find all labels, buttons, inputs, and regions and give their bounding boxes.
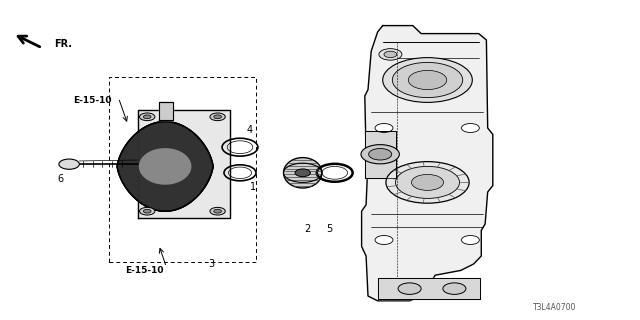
- Circle shape: [396, 166, 460, 198]
- Circle shape: [443, 283, 466, 294]
- Circle shape: [408, 70, 447, 90]
- Text: E-15-10: E-15-10: [125, 266, 163, 275]
- Circle shape: [59, 159, 79, 169]
- Text: T3L4A0700: T3L4A0700: [532, 303, 576, 312]
- Text: 2: 2: [304, 224, 310, 234]
- Bar: [109, 77, 256, 262]
- Circle shape: [140, 113, 155, 121]
- Circle shape: [379, 49, 402, 60]
- Text: FR.: FR.: [54, 39, 72, 49]
- Circle shape: [386, 162, 469, 203]
- Circle shape: [143, 115, 151, 119]
- Text: 6: 6: [58, 174, 64, 184]
- Circle shape: [140, 207, 155, 215]
- Circle shape: [375, 124, 393, 132]
- Circle shape: [143, 209, 151, 213]
- Circle shape: [369, 148, 392, 160]
- Circle shape: [214, 115, 221, 119]
- Polygon shape: [140, 149, 191, 184]
- Text: 3: 3: [208, 259, 214, 269]
- Ellipse shape: [284, 158, 322, 188]
- Circle shape: [295, 169, 310, 177]
- Circle shape: [214, 209, 221, 213]
- Circle shape: [398, 283, 421, 294]
- Circle shape: [392, 62, 463, 98]
- Polygon shape: [365, 131, 396, 178]
- Circle shape: [412, 174, 444, 190]
- Polygon shape: [117, 122, 213, 211]
- Circle shape: [383, 58, 472, 102]
- Circle shape: [361, 145, 399, 164]
- Circle shape: [461, 124, 479, 132]
- Circle shape: [384, 51, 397, 58]
- Text: 1: 1: [250, 182, 256, 192]
- Circle shape: [375, 236, 393, 244]
- Text: 5: 5: [326, 224, 333, 234]
- Circle shape: [461, 236, 479, 244]
- Text: 4: 4: [246, 124, 253, 135]
- Polygon shape: [117, 122, 213, 211]
- Text: E-15-10: E-15-10: [74, 96, 112, 105]
- Polygon shape: [378, 278, 480, 299]
- Polygon shape: [159, 102, 173, 120]
- Polygon shape: [138, 110, 230, 218]
- Polygon shape: [362, 26, 493, 301]
- Circle shape: [210, 113, 225, 121]
- Circle shape: [210, 207, 225, 215]
